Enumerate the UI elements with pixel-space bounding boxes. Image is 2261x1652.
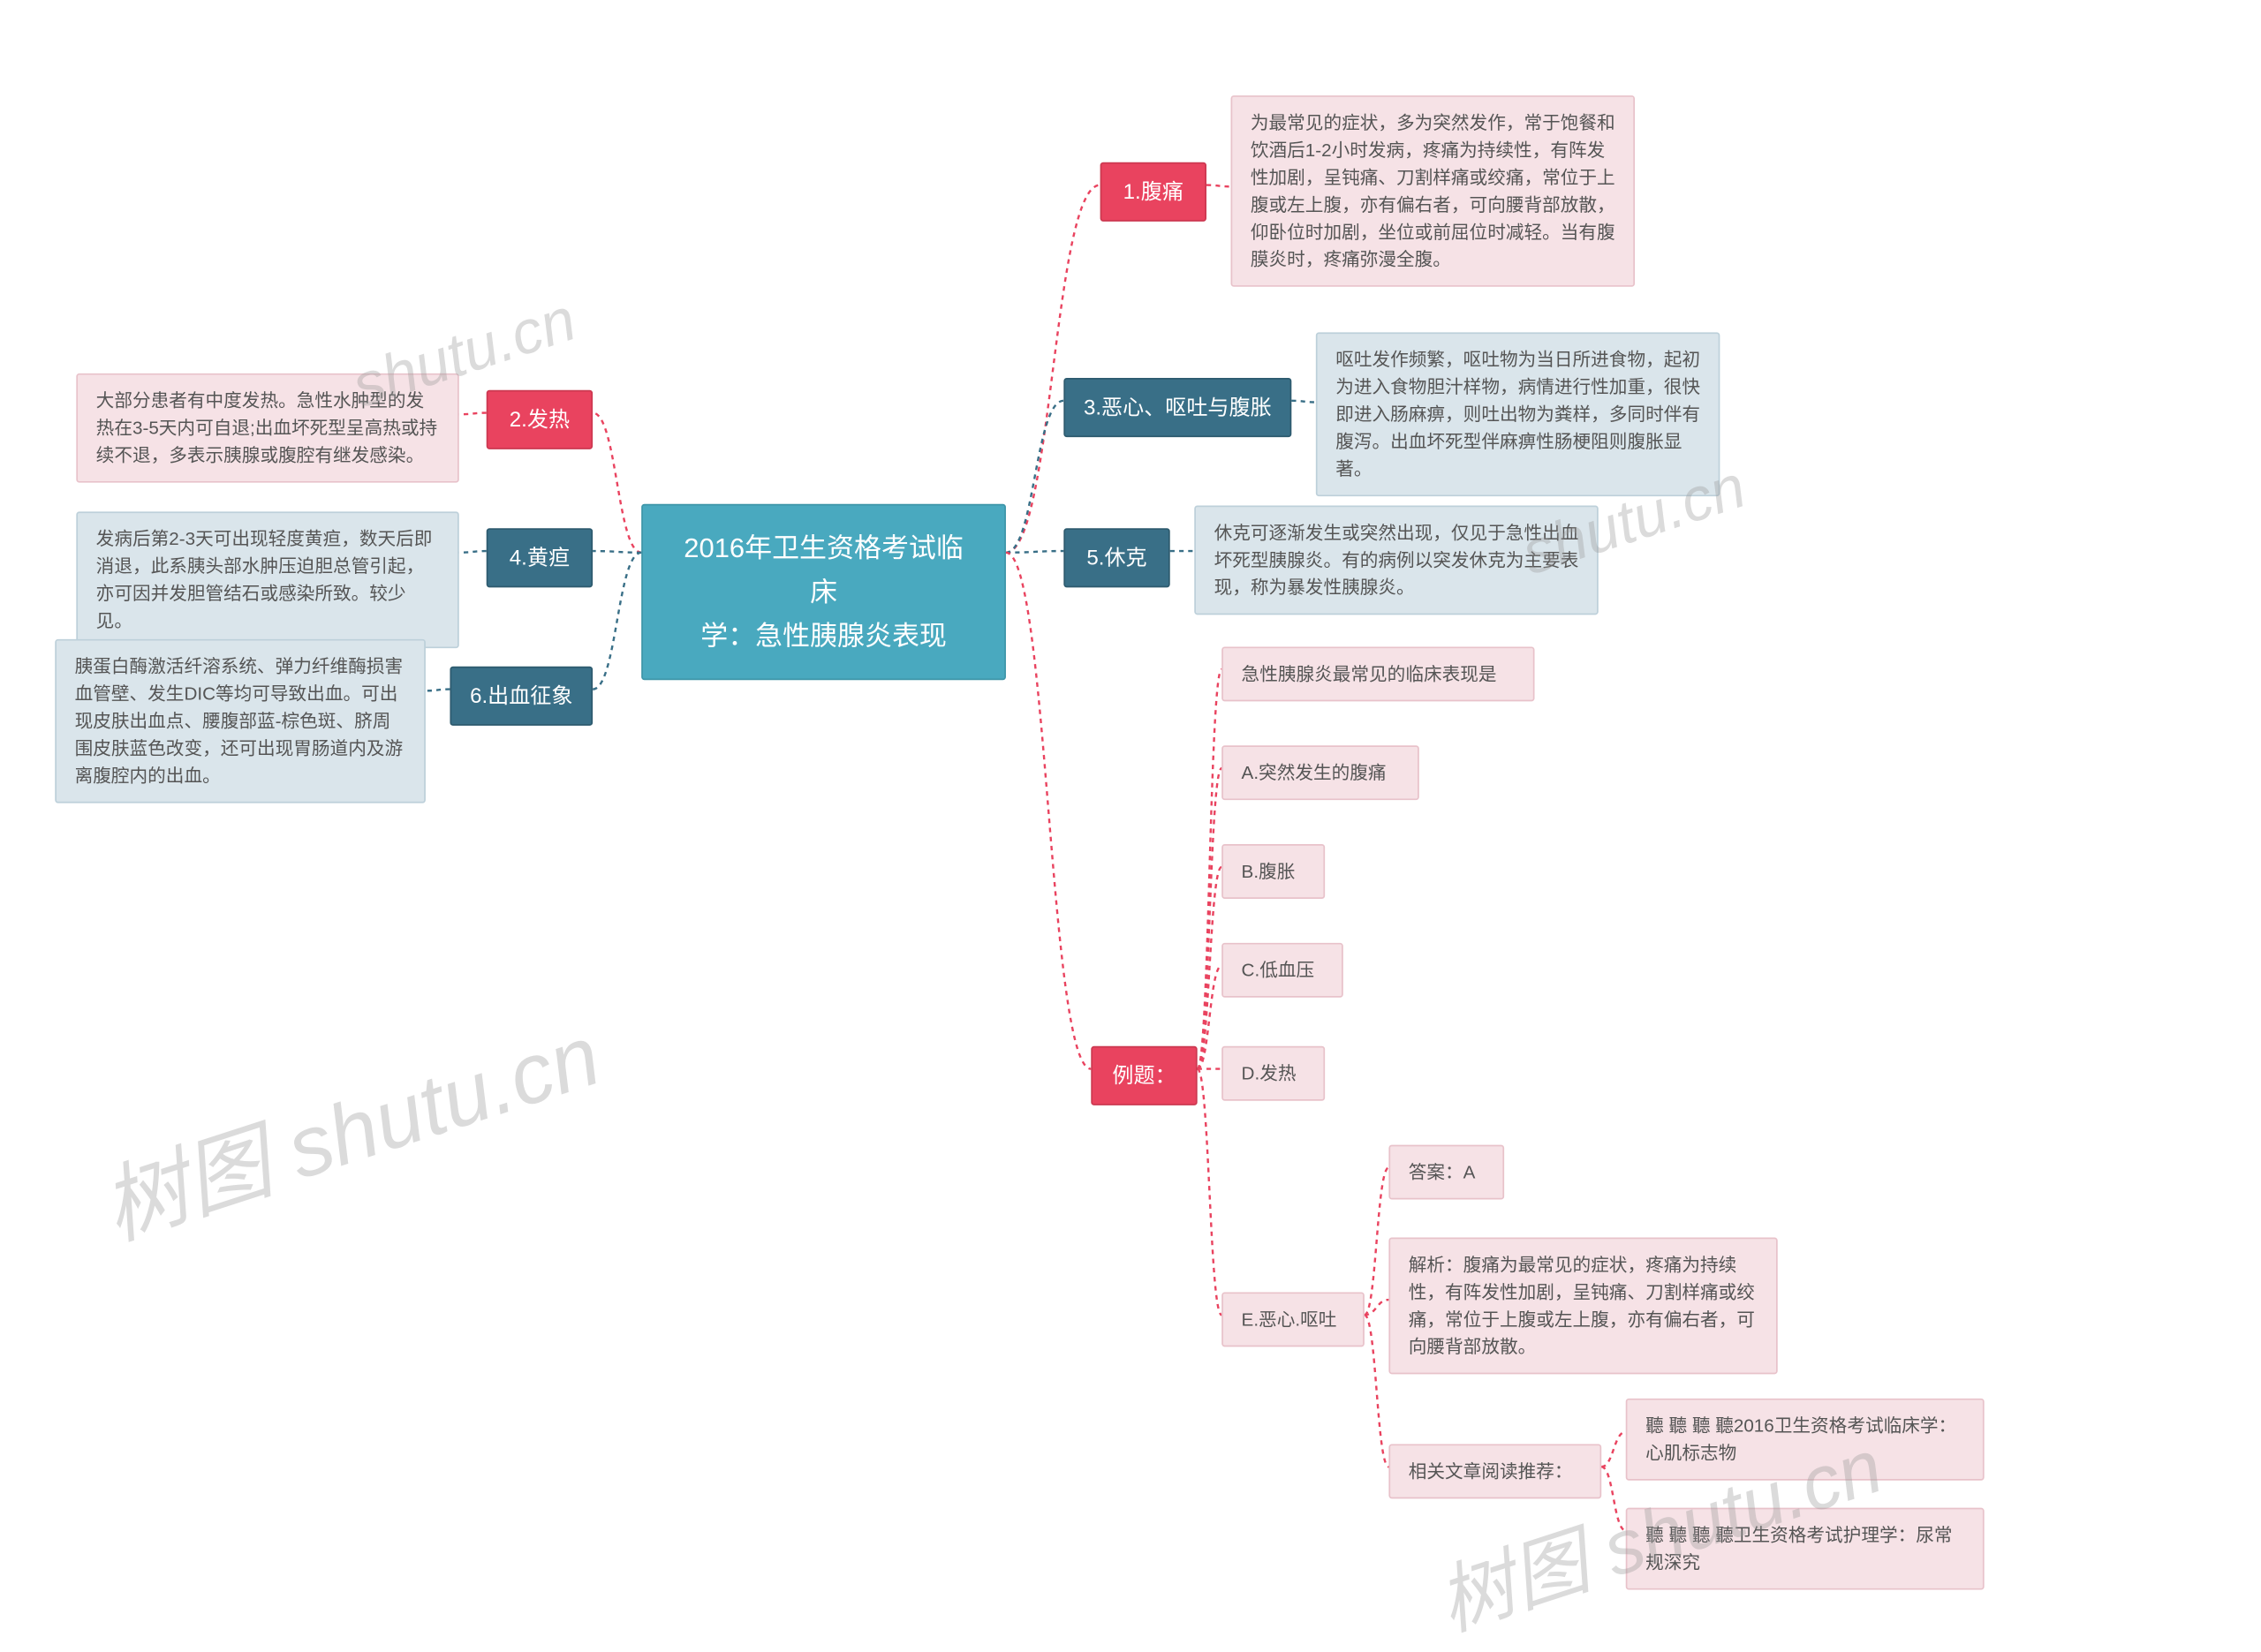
desc-n4: 发病后第2-3天可出现轻度黄疸，数天后即消退，此系胰头部水肿压迫胆总管引起，亦可… bbox=[76, 511, 458, 648]
node-c: C.低血压 bbox=[1221, 942, 1343, 997]
node-n3: 3.恶心、呕吐与腹胀 bbox=[1063, 378, 1291, 437]
desc-n5: 休克可逐渐发生或突然出现，仅见于急性出血坏死型胰腺炎。有的病例以突发休克为主要表… bbox=[1194, 505, 1599, 615]
node-n4: 4.黄疸 bbox=[487, 528, 593, 587]
node-n2: 2.发热 bbox=[487, 389, 593, 449]
desc-n3: 呕吐发作频繁，呕吐物为当日所进食物，起初为进入食物胆汁样物，病情进行性加重，很快… bbox=[1316, 332, 1720, 496]
desc-n1: 为最常见的症状，多为突然发作，常于饱餐和饮酒后1-2小时发病，疼痛为持续性，有阵… bbox=[1231, 95, 1636, 287]
node-n5: 5.休克 bbox=[1063, 528, 1169, 587]
desc-n6: 胰蛋白酶激活纤溶系统、弹力纤维酶损害血管壁、发生DIC等均可导致出血。可出现皮肤… bbox=[55, 638, 426, 803]
node-ans: 答案：A bbox=[1388, 1144, 1504, 1199]
node-exp: 解析：腹痛为最常见的症状，疼痛为持续性，有阵发性加剧，呈钝痛、刀割样痛或绞痛，常… bbox=[1388, 1237, 1777, 1374]
node-n1: 1.腹痛 bbox=[1100, 162, 1206, 221]
center-node: 2016年卫生资格考试临床学：急性胰腺炎表现 bbox=[641, 503, 1006, 680]
node-a: A.突然发生的腹痛 bbox=[1221, 745, 1419, 800]
node-q: 急性胰腺炎最常见的临床表现是 bbox=[1221, 646, 1534, 701]
node-b: B.腹胀 bbox=[1221, 844, 1325, 899]
node-e: E.恶心.呕吐 bbox=[1221, 1292, 1365, 1346]
desc-n2: 大部分患者有中度发热。急性水肿型的发热在3-5天内可自退;出血坏死型呈高热或持续… bbox=[76, 373, 458, 482]
node-rel2: 聽 聽 聽 聽卫生资格考试护理学：尿常规深究 bbox=[1626, 1507, 1985, 1589]
node-ex: 例题： bbox=[1091, 1045, 1197, 1105]
watermark: 树图 shutu.cn bbox=[85, 987, 613, 1264]
node-rel: 相关文章阅读推荐： bbox=[1388, 1444, 1601, 1498]
node-d: D.发热 bbox=[1221, 1045, 1325, 1100]
node-n6: 6.出血征象 bbox=[450, 666, 593, 725]
node-rel1: 聽 聽 聽 聽2016卫生资格考试临床学：心肌标志物 bbox=[1626, 1398, 1985, 1480]
